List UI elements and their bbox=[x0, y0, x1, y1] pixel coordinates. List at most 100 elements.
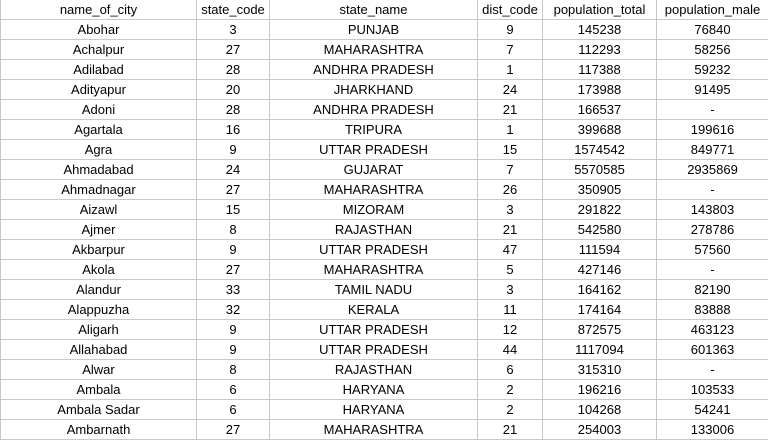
cell-name-of-city[interactable]: Alandur bbox=[0, 279, 197, 300]
cell-state-name[interactable]: ANDHRA PRADESH bbox=[269, 99, 478, 120]
cell-population-total[interactable]: 1574542 bbox=[542, 139, 657, 160]
cell-population-total[interactable]: 315310 bbox=[542, 359, 657, 380]
cell-population-male[interactable]: - bbox=[656, 359, 768, 380]
cell-name-of-city[interactable]: Ahmadnagar bbox=[0, 179, 197, 200]
cell-name-of-city[interactable]: Adoni bbox=[0, 99, 197, 120]
cell-dist-code[interactable]: 11 bbox=[477, 299, 543, 320]
cell-state-name[interactable]: MAHARASHTRA bbox=[269, 419, 478, 440]
cell-population-total[interactable]: 5570585 bbox=[542, 159, 657, 180]
cell-state-name[interactable]: GUJARAT bbox=[269, 159, 478, 180]
cell-population-male[interactable]: 76840 bbox=[656, 19, 768, 40]
cell-state-name[interactable]: TRIPURA bbox=[269, 119, 478, 140]
cell-population-male[interactable]: 83888 bbox=[656, 299, 768, 320]
cell-dist-code[interactable]: 21 bbox=[477, 99, 543, 120]
cell-dist-code[interactable]: 1 bbox=[477, 59, 543, 80]
cell-state-name[interactable]: MAHARASHTRA bbox=[269, 179, 478, 200]
cell-dist-code[interactable]: 44 bbox=[477, 339, 543, 360]
cell-population-male[interactable]: 58256 bbox=[656, 39, 768, 60]
cell-state-code[interactable]: 27 bbox=[196, 419, 270, 440]
cell-population-male[interactable]: 2935869 bbox=[656, 159, 768, 180]
cell-dist-code[interactable]: 7 bbox=[477, 39, 543, 60]
cell-name-of-city[interactable]: Akola bbox=[0, 259, 197, 280]
cell-population-total[interactable]: 166537 bbox=[542, 99, 657, 120]
column-header-dist-code[interactable]: dist_code bbox=[477, 0, 543, 20]
cell-population-total[interactable]: 111594 bbox=[542, 239, 657, 260]
cell-name-of-city[interactable]: Ambala Sadar bbox=[0, 399, 197, 420]
cell-dist-code[interactable]: 24 bbox=[477, 79, 543, 100]
column-header-population-total[interactable]: population_total bbox=[542, 0, 657, 20]
cell-population-total[interactable]: 1117094 bbox=[542, 339, 657, 360]
cell-population-total[interactable]: 350905 bbox=[542, 179, 657, 200]
cell-dist-code[interactable]: 9 bbox=[477, 19, 543, 40]
cell-population-male[interactable]: - bbox=[656, 99, 768, 120]
cell-population-male[interactable]: 54241 bbox=[656, 399, 768, 420]
cell-population-male[interactable]: - bbox=[656, 179, 768, 200]
cell-name-of-city[interactable]: Agra bbox=[0, 139, 197, 160]
cell-name-of-city[interactable]: Ajmer bbox=[0, 219, 197, 240]
column-header-name-of-city[interactable]: name_of_city bbox=[0, 0, 197, 20]
cell-state-code[interactable]: 3 bbox=[196, 19, 270, 40]
cell-state-code[interactable]: 6 bbox=[196, 399, 270, 420]
cell-population-total[interactable]: 399688 bbox=[542, 119, 657, 140]
cell-state-name[interactable]: JHARKHAND bbox=[269, 79, 478, 100]
cell-state-code[interactable]: 9 bbox=[196, 139, 270, 160]
cell-name-of-city[interactable]: Achalpur bbox=[0, 39, 197, 60]
cell-population-total[interactable]: 291822 bbox=[542, 199, 657, 220]
cell-population-male[interactable]: 143803 bbox=[656, 199, 768, 220]
cell-dist-code[interactable]: 21 bbox=[477, 419, 543, 440]
cell-state-code[interactable]: 27 bbox=[196, 259, 270, 280]
cell-dist-code[interactable]: 21 bbox=[477, 219, 543, 240]
cell-state-code[interactable]: 28 bbox=[196, 59, 270, 80]
cell-state-name[interactable]: ANDHRA PRADESH bbox=[269, 59, 478, 80]
cell-population-total[interactable]: 117388 bbox=[542, 59, 657, 80]
cell-population-total[interactable]: 173988 bbox=[542, 79, 657, 100]
cell-state-name[interactable]: UTTAR PRADESH bbox=[269, 239, 478, 260]
cell-population-male[interactable]: 199616 bbox=[656, 119, 768, 140]
cell-population-total[interactable]: 542580 bbox=[542, 219, 657, 240]
cell-dist-code[interactable]: 2 bbox=[477, 399, 543, 420]
cell-population-total[interactable]: 427146 bbox=[542, 259, 657, 280]
cell-state-code[interactable]: 15 bbox=[196, 199, 270, 220]
cell-population-male[interactable]: 278786 bbox=[656, 219, 768, 240]
cell-dist-code[interactable]: 6 bbox=[477, 359, 543, 380]
cell-state-name[interactable]: KERALA bbox=[269, 299, 478, 320]
cell-population-total[interactable]: 872575 bbox=[542, 319, 657, 340]
cell-name-of-city[interactable]: Ambala bbox=[0, 379, 197, 400]
cell-name-of-city[interactable]: Alwar bbox=[0, 359, 197, 380]
column-header-state-name[interactable]: state_name bbox=[269, 0, 478, 20]
cell-name-of-city[interactable]: Adilabad bbox=[0, 59, 197, 80]
cell-name-of-city[interactable]: Allahabad bbox=[0, 339, 197, 360]
cell-population-male[interactable]: 103533 bbox=[656, 379, 768, 400]
cell-state-name[interactable]: UTTAR PRADESH bbox=[269, 319, 478, 340]
cell-population-total[interactable]: 196216 bbox=[542, 379, 657, 400]
cell-state-name[interactable]: TAMIL NADU bbox=[269, 279, 478, 300]
cell-name-of-city[interactable]: Ambarnath bbox=[0, 419, 197, 440]
cell-state-code[interactable]: 8 bbox=[196, 219, 270, 240]
cell-state-code[interactable]: 24 bbox=[196, 159, 270, 180]
cell-state-name[interactable]: RAJASTHAN bbox=[269, 219, 478, 240]
cell-population-total[interactable]: 104268 bbox=[542, 399, 657, 420]
cell-dist-code[interactable]: 7 bbox=[477, 159, 543, 180]
cell-state-name[interactable]: MIZORAM bbox=[269, 199, 478, 220]
cell-state-code[interactable]: 27 bbox=[196, 179, 270, 200]
cell-state-name[interactable]: RAJASTHAN bbox=[269, 359, 478, 380]
cell-dist-code[interactable]: 2 bbox=[477, 379, 543, 400]
cell-population-total[interactable]: 112293 bbox=[542, 39, 657, 60]
cell-dist-code[interactable]: 26 bbox=[477, 179, 543, 200]
cell-state-code[interactable]: 20 bbox=[196, 79, 270, 100]
cell-state-code[interactable]: 33 bbox=[196, 279, 270, 300]
cell-population-male[interactable]: 59232 bbox=[656, 59, 768, 80]
cell-name-of-city[interactable]: Alappuzha bbox=[0, 299, 197, 320]
cell-dist-code[interactable]: 1 bbox=[477, 119, 543, 140]
cell-state-code[interactable]: 9 bbox=[196, 319, 270, 340]
cell-state-code[interactable]: 9 bbox=[196, 339, 270, 360]
cell-name-of-city[interactable]: Akbarpur bbox=[0, 239, 197, 260]
cell-population-total[interactable]: 145238 bbox=[542, 19, 657, 40]
cell-state-name[interactable]: HARYANA bbox=[269, 399, 478, 420]
cell-population-male[interactable]: - bbox=[656, 259, 768, 280]
cell-population-male[interactable]: 91495 bbox=[656, 79, 768, 100]
cell-name-of-city[interactable]: Adityapur bbox=[0, 79, 197, 100]
cell-name-of-city[interactable]: Ahmadabad bbox=[0, 159, 197, 180]
column-header-population-male[interactable]: population_male bbox=[656, 0, 768, 20]
cell-dist-code[interactable]: 3 bbox=[477, 199, 543, 220]
